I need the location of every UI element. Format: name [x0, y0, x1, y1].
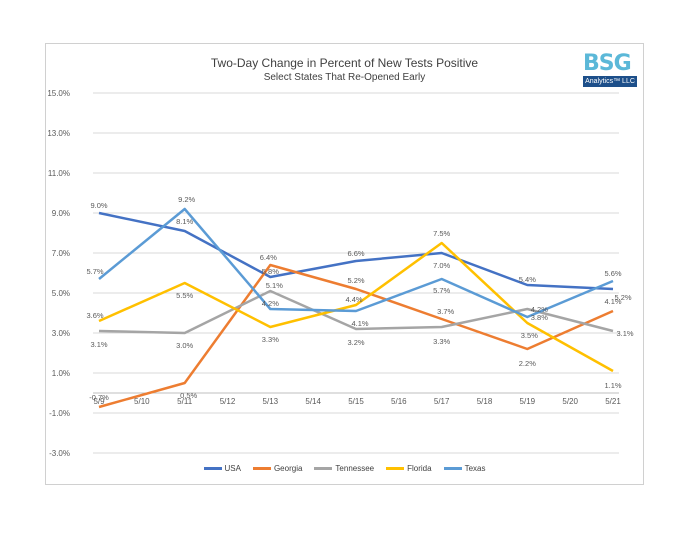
- data-label-usa: 8.1%: [176, 217, 193, 226]
- x-tick-label: 5/20: [562, 397, 578, 406]
- data-label-tennessee: 3.3%: [433, 337, 450, 346]
- series-line-usa: [98, 211, 614, 291]
- x-tick-label: 5/10: [134, 397, 150, 406]
- legend-item-texas: Texas: [443, 464, 486, 473]
- data-label-texas: 4.2%: [262, 299, 279, 308]
- legend-swatch: [252, 467, 271, 470]
- series-line-florida: [98, 241, 614, 373]
- y-tick-label: 11.0%: [48, 169, 70, 178]
- legend-item-tennessee: Tennessee: [314, 464, 374, 473]
- legend-item-usa: USA: [203, 464, 241, 473]
- legend-swatch: [314, 467, 333, 470]
- x-tick-label: 5/9: [93, 397, 105, 406]
- chart-header: Two-Day Change in Percent of New Tests P…: [46, 56, 643, 83]
- data-label-usa: 5.2%: [614, 293, 631, 302]
- data-label-usa: 5.8%: [262, 267, 279, 276]
- legend-label: Tennessee: [335, 464, 375, 473]
- data-label-usa: 6.6%: [347, 249, 364, 258]
- x-tick-label: 5/18: [477, 397, 493, 406]
- data-label-florida: 3.5%: [521, 331, 538, 340]
- y-tick-label: 5.0%: [52, 289, 70, 298]
- chart-title: Two-Day Change in Percent of New Tests P…: [210, 56, 479, 70]
- x-tick-label: 5/17: [434, 397, 450, 406]
- series-line-texas: [98, 207, 614, 319]
- data-label-florida: 3.6%: [86, 311, 103, 320]
- legend-swatch: [386, 467, 405, 470]
- legend-label: USA: [224, 464, 241, 473]
- series-line-tennessee: [98, 289, 614, 335]
- y-tick-label: 13.0%: [47, 129, 70, 138]
- data-label-georgia: 4.1%: [604, 297, 621, 306]
- data-label-florida: 1.1%: [604, 381, 621, 390]
- legend-label: Texas: [464, 464, 486, 473]
- chart-legend: USA Georgia Tennessee Florida Texas: [46, 463, 643, 473]
- x-tick-label: 5/14: [305, 397, 321, 406]
- legend-item-florida: Florida: [386, 464, 432, 473]
- data-label-texas: 9.2%: [178, 195, 195, 204]
- x-tick-label: 5/11: [177, 397, 193, 406]
- legend-swatch: [443, 467, 462, 470]
- data-label-tennessee: 5.1%: [266, 281, 283, 290]
- data-label-usa: 5.4%: [519, 275, 536, 284]
- y-tick-label: 9.0%: [52, 209, 70, 218]
- data-label-tennessee: 4.2%: [531, 305, 548, 314]
- x-tick-label: 5/13: [263, 397, 279, 406]
- data-label-florida: 7.5%: [433, 229, 450, 238]
- bsg-logo: BSG Analytics™ LLC: [583, 52, 637, 87]
- data-label-tennessee: 3.0%: [176, 341, 193, 350]
- data-label-texas: 5.7%: [433, 286, 450, 295]
- data-label-texas: 5.6%: [604, 269, 621, 278]
- chart-subtitle: Select States That Re-Opened Early: [263, 72, 426, 83]
- data-label-georgia: -0.7%: [89, 393, 109, 402]
- y-tick-label: 15.0%: [47, 89, 70, 98]
- data-label-tennessee: 3.2%: [347, 338, 364, 347]
- data-label-texas: 5.7%: [86, 267, 103, 276]
- data-label-georgia: 6.4%: [260, 253, 277, 262]
- y-tick-label: 3.0%: [52, 329, 70, 338]
- legend-item-georgia: Georgia: [252, 464, 303, 473]
- data-label-texas: 4.1%: [351, 319, 368, 328]
- x-tick-label: 5/16: [391, 397, 407, 406]
- x-tick-label: 5/19: [520, 397, 536, 406]
- logo-letters: BSG: [583, 51, 632, 76]
- x-tick-label: 5/12: [220, 397, 236, 406]
- y-tick-label: -1.0%: [49, 409, 70, 418]
- data-label-tennessee: 3.1%: [90, 340, 107, 349]
- legend-label: Georgia: [273, 464, 303, 473]
- data-label-texas: 3.8%: [531, 313, 548, 322]
- x-tick-label: 5/15: [348, 397, 364, 406]
- data-label-florida: 3.3%: [262, 335, 279, 344]
- data-label-georgia: 0.5%: [180, 391, 197, 400]
- series-line-georgia: [98, 263, 614, 409]
- y-tick-label: -3.0%: [49, 449, 70, 458]
- data-label-georgia: 2.2%: [519, 359, 536, 368]
- data-label-georgia: 5.2%: [347, 276, 364, 285]
- y-tick-label: 1.0%: [52, 369, 70, 378]
- legend-label: Florida: [407, 464, 432, 473]
- x-tick-label: 5/21: [605, 397, 621, 406]
- data-label-tennessee: 3.1%: [616, 329, 633, 338]
- data-label-georgia: 3.7%: [437, 307, 454, 316]
- data-label-florida: 4.4%: [345, 295, 362, 304]
- legend-swatch: [203, 467, 222, 470]
- y-tick-label: 7.0%: [52, 249, 70, 258]
- data-label-usa: 7.0%: [433, 261, 450, 270]
- data-label-usa: 9.0%: [90, 201, 107, 210]
- data-label-florida: 5.5%: [176, 291, 193, 300]
- logo-tagline: Analytics™ LLC: [583, 76, 637, 87]
